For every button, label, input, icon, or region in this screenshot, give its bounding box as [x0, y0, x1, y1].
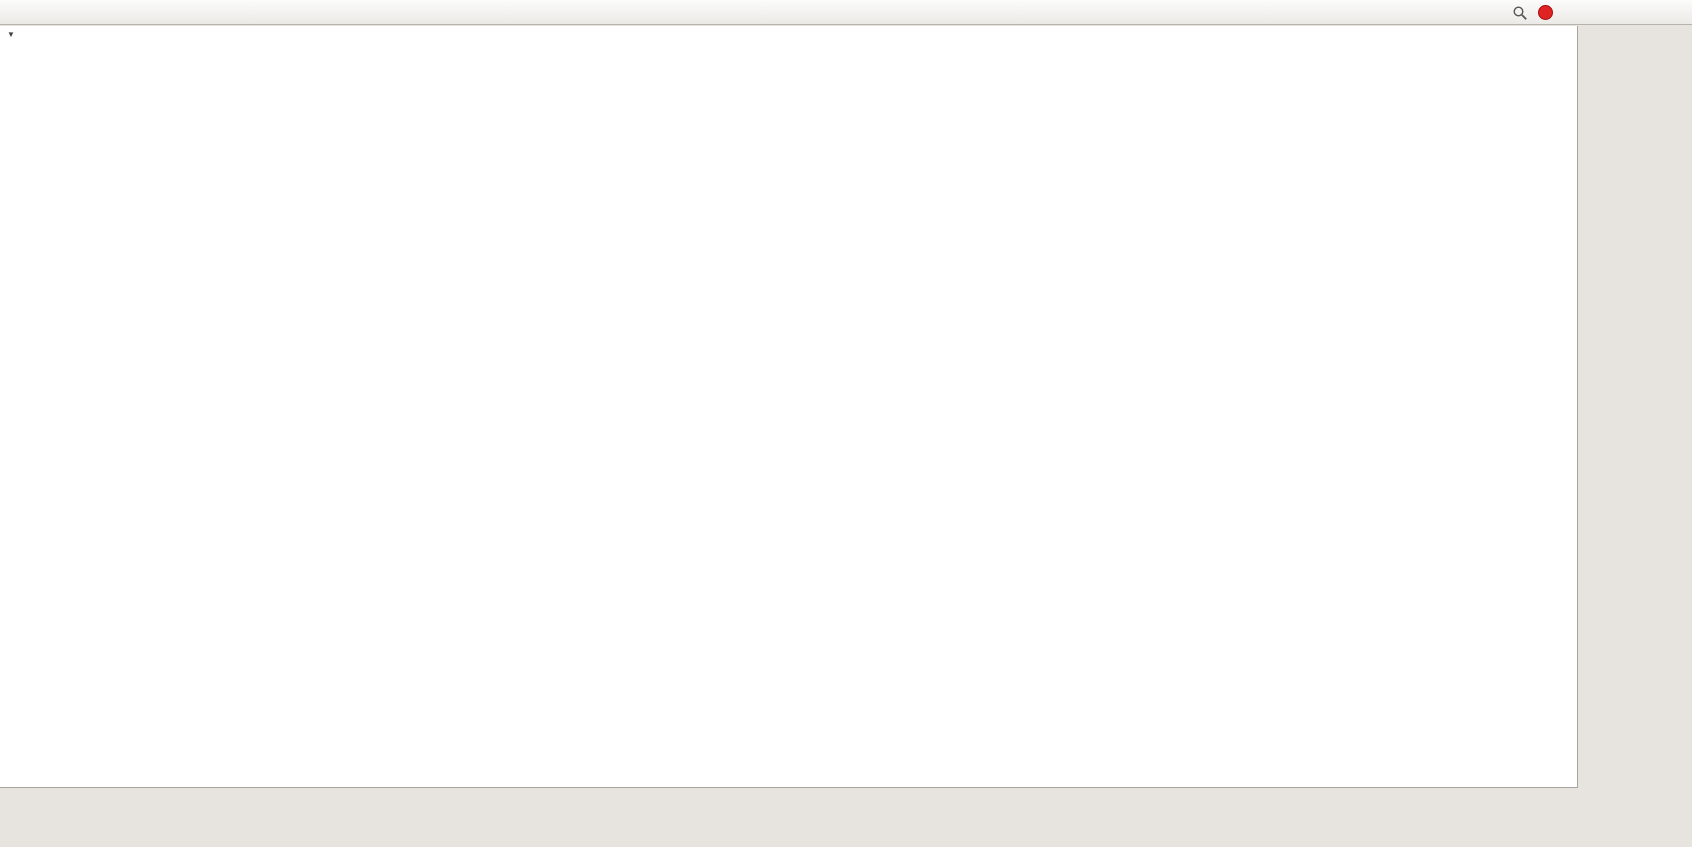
- search-button[interactable]: [1508, 2, 1532, 23]
- one-click-trading-toggle[interactable]: ▼: [7, 30, 15, 39]
- toolbar: [0, 0, 1692, 25]
- toolbar-right: [1508, 0, 1553, 25]
- chart-canvas[interactable]: [0, 26, 1578, 788]
- chart-window: ▼: [0, 26, 1578, 788]
- search-icon: [1513, 5, 1527, 20]
- chart-title-bar: ▼: [7, 30, 31, 39]
- notification-badge[interactable]: [1538, 5, 1553, 20]
